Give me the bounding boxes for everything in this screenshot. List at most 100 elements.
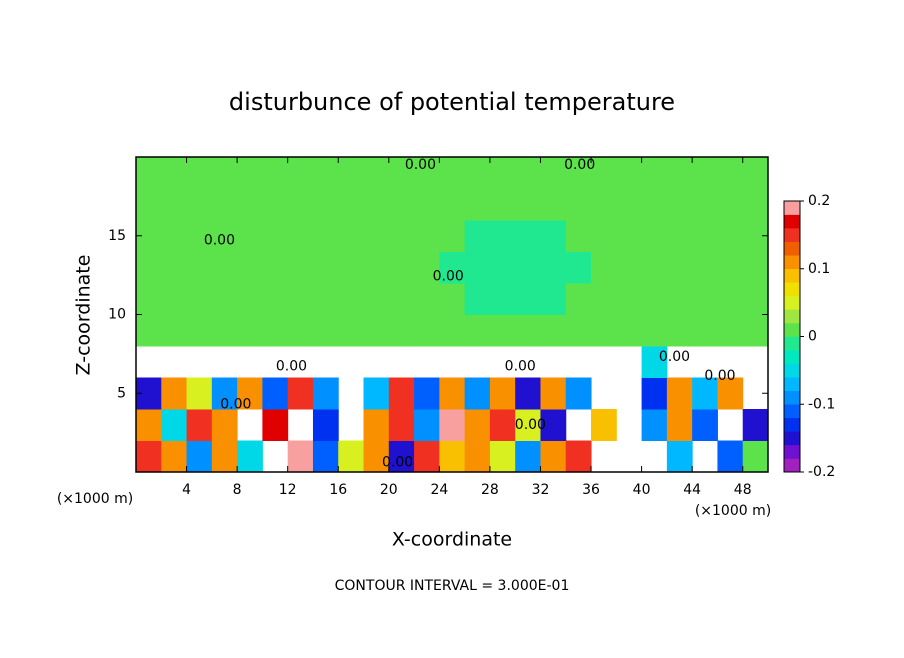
- cell: [717, 188, 744, 221]
- contour-label: 0.00: [659, 349, 690, 365]
- cell: [464, 283, 491, 315]
- cell: [464, 157, 491, 189]
- cell: [692, 409, 718, 441]
- cell: [464, 377, 491, 410]
- cell: [489, 314, 516, 347]
- cell: [237, 283, 263, 315]
- cell: [363, 157, 390, 189]
- contour-label: 0.00: [276, 358, 307, 374]
- contour-label: 0.00: [405, 157, 436, 173]
- cell: [666, 377, 693, 410]
- colorbar-swatch: [784, 444, 800, 459]
- cell: [641, 251, 668, 284]
- x-unit-right: (×1000 m): [695, 503, 771, 519]
- cell: [641, 283, 668, 315]
- cell: [186, 283, 213, 315]
- cell: [211, 409, 238, 441]
- cell: [287, 188, 314, 221]
- cell: [136, 157, 162, 189]
- cell: [464, 188, 491, 221]
- cell: [489, 157, 516, 189]
- cell: [262, 314, 289, 347]
- cell: [717, 440, 744, 473]
- cell: [742, 314, 769, 347]
- colorbar-swatch: [784, 268, 800, 283]
- cell: [388, 377, 415, 410]
- cell: [515, 440, 541, 473]
- cell: [464, 440, 491, 473]
- cell: [565, 314, 592, 347]
- cell: [262, 377, 289, 410]
- contour-label: 0.00: [220, 396, 251, 412]
- colorbar-swatch: [784, 201, 800, 215]
- colorbar-swatch: [784, 309, 800, 324]
- cell: [439, 409, 466, 441]
- contour-label: 0.00: [382, 455, 413, 471]
- cell: [565, 220, 592, 252]
- x-tick-label: 12: [279, 482, 297, 498]
- cell: [414, 314, 440, 347]
- colorbar-swatch: [784, 350, 800, 364]
- colorbar-swatch: [784, 404, 800, 419]
- cell: [692, 220, 718, 252]
- x-tick-label: 48: [734, 482, 752, 498]
- cell: [388, 283, 415, 315]
- cell: [161, 283, 188, 315]
- cell: [363, 440, 390, 473]
- cell: [591, 314, 617, 347]
- cell: [186, 188, 213, 221]
- cell: [515, 220, 541, 252]
- cell: [515, 157, 541, 189]
- cell: [439, 440, 466, 473]
- cell: [742, 251, 769, 284]
- cell: [287, 440, 314, 473]
- cell: [641, 220, 668, 252]
- cell: [312, 409, 339, 441]
- cell: [591, 251, 617, 284]
- cell: [186, 409, 213, 441]
- cell: [237, 314, 263, 347]
- cell: [515, 377, 541, 410]
- colorbar-swatch: [784, 241, 800, 256]
- cell: [489, 220, 516, 252]
- cell: [338, 440, 365, 473]
- cell: [211, 377, 238, 410]
- cell: [591, 188, 617, 221]
- cell: [414, 283, 440, 315]
- cell: [515, 283, 541, 315]
- cell: [338, 283, 365, 315]
- cell: [136, 314, 162, 347]
- cell: [692, 188, 718, 221]
- cell: [388, 440, 415, 473]
- x-tick-label: 32: [532, 482, 550, 498]
- cell: [287, 220, 314, 252]
- cell: [742, 157, 769, 189]
- cell: [414, 409, 440, 441]
- cell: [237, 157, 263, 189]
- x-tick-label: 20: [380, 482, 398, 498]
- colorbar-swatch: [784, 336, 800, 351]
- cell: [540, 440, 567, 473]
- cell: [161, 251, 188, 284]
- x-tick-label: 8: [233, 482, 242, 498]
- cell: [161, 157, 188, 189]
- cell: [717, 251, 744, 284]
- cell: [211, 220, 238, 252]
- colorbar-swatch: [784, 255, 800, 270]
- footer: CONTOUR INTERVAL = 3.000E-01: [335, 578, 570, 594]
- cell: [262, 188, 289, 221]
- cell: [262, 283, 289, 315]
- cell: [616, 220, 643, 252]
- cell: [616, 283, 643, 315]
- cell: [363, 188, 390, 221]
- cell: [287, 283, 314, 315]
- colorbar-swatch: [784, 322, 800, 337]
- cell: [262, 157, 289, 189]
- cell: [388, 409, 415, 441]
- cell: [489, 188, 516, 221]
- cell: [439, 314, 466, 347]
- cell: [692, 251, 718, 284]
- cell: [414, 220, 440, 252]
- cell: [262, 220, 289, 252]
